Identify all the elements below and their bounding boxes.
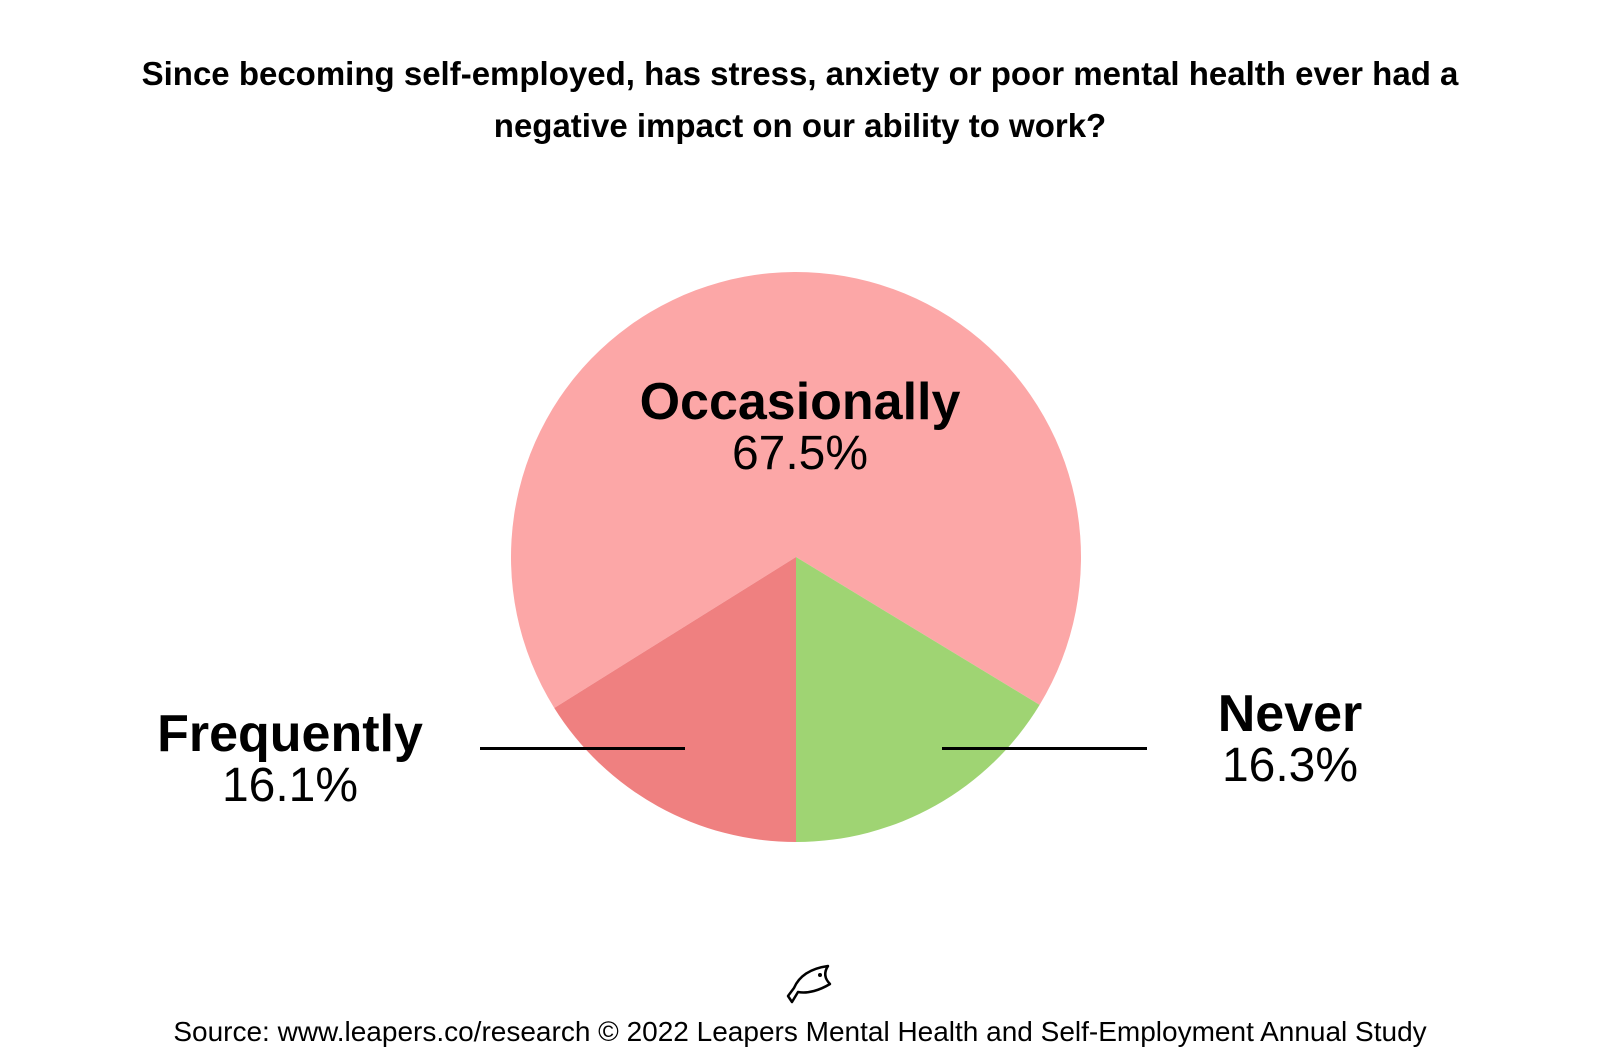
slice-value-frequently: 16.1% (221, 759, 359, 812)
fish-icon (786, 964, 832, 1004)
slice-name-frequently: Frequently (157, 705, 423, 763)
slice-label-never: Never 16.3% (1150, 688, 1430, 790)
slice-value-occasionally: 67.5% (731, 427, 869, 480)
slice-name-occasionally: Occasionally (639, 373, 961, 431)
slice-value-never: 16.3% (1221, 739, 1359, 792)
slice-name-never: Never (1217, 685, 1363, 743)
slice-label-frequently: Frequently 16.1% (110, 708, 470, 810)
pie-slice-occasionally (511, 272, 1081, 708)
slice-label-occasionally: Occasionally 67.5% (590, 376, 1010, 478)
pie-slice-frequently (554, 557, 796, 842)
leader-line-frequently (480, 747, 685, 750)
source-note: Source: www.leapers.co/research © 2022 L… (173, 1016, 1427, 1047)
leader-line-never (942, 747, 1147, 750)
chart-title: Since becoming self-employed, has stress… (141, 55, 1459, 144)
pie-slice-never (796, 557, 1040, 842)
